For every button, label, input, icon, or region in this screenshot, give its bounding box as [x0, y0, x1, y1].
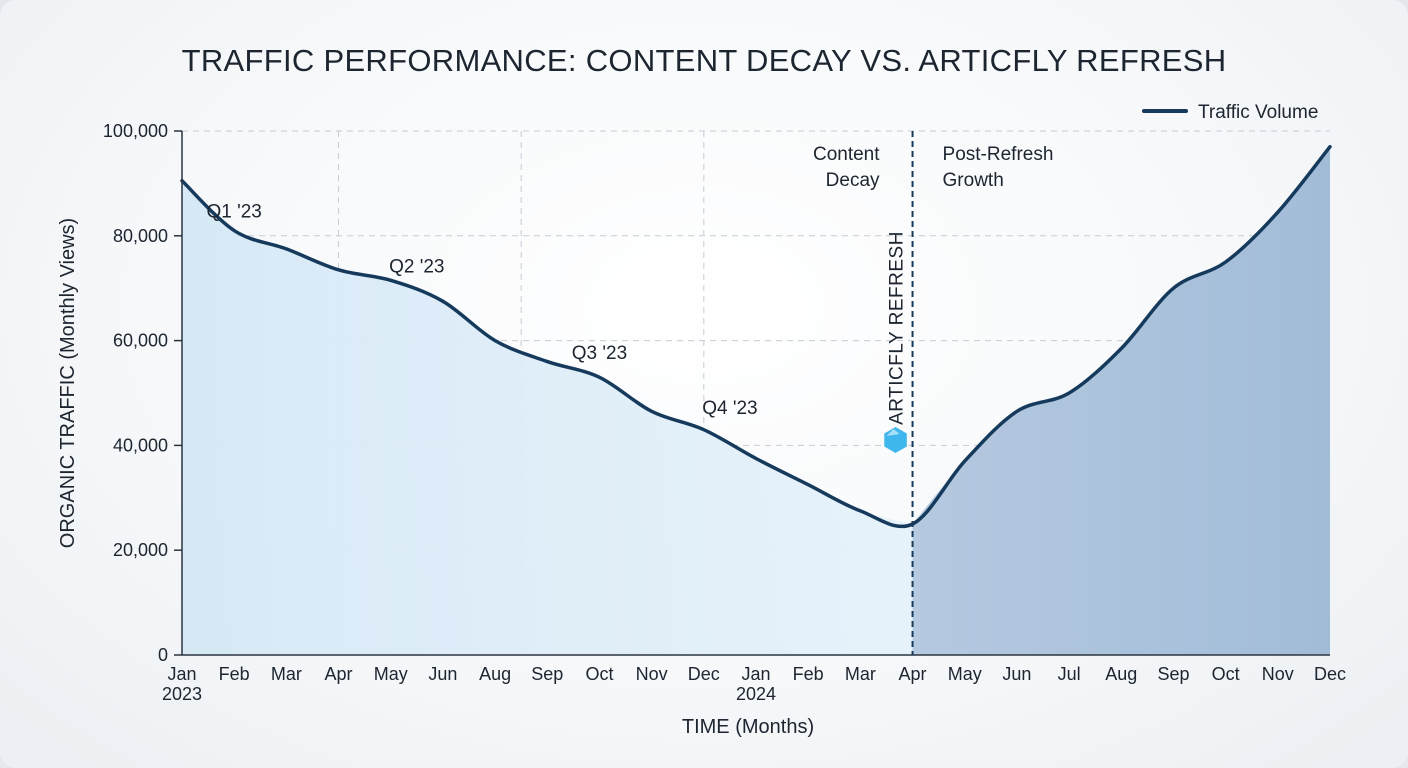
x-year-label: 2023 [162, 684, 202, 704]
x-tick-label: Sep [531, 664, 563, 684]
y-tick-label: 0 [158, 645, 168, 665]
x-tick-label: Feb [219, 664, 250, 684]
growth-region-label: Post-Refresh [943, 144, 1054, 165]
axes [174, 130, 1330, 656]
chart-title: TRAFFIC PERFORMANCE: CONTENT DECAY VS. A… [182, 43, 1227, 78]
x-tick-label: Feb [793, 664, 824, 684]
quarter-annotation: Q1 '23 [206, 201, 261, 222]
hexagon-icon-highlight [886, 429, 900, 436]
quarter-annotation: Q4 '23 [702, 398, 757, 419]
quarter-annotation: Q2 '23 [389, 256, 444, 277]
x-tick-label: Sep [1157, 664, 1189, 684]
x-tick-label: Jun [428, 664, 457, 684]
annotations: Q1 '23 Q2 '23 Q3 '23 Q4 '23 ARTICFLY REFRESH… [206, 131, 1053, 655]
area-fills [182, 146, 1330, 655]
series-lines [180, 144, 1332, 529]
x-tick-label: Oct [1212, 664, 1240, 684]
growth-area [912, 146, 1330, 655]
x-tick-label: Aug [1105, 664, 1137, 684]
x-tick-label: Aug [479, 664, 511, 684]
y-tick-label: 100,000 [103, 121, 168, 141]
x-tick-label: Nov [636, 664, 668, 684]
x-tick-label: Nov [1262, 664, 1294, 684]
x-tick-label: Dec [1314, 664, 1346, 684]
x-tick-label: May [374, 664, 408, 684]
x-tick-label: Apr [325, 664, 353, 684]
growth-region-label: Growth [943, 170, 1004, 191]
x-tick-label: Mar [845, 664, 876, 684]
legend-label: Traffic Volume [1198, 102, 1318, 123]
tick-labels: 0 20,000 40,000 60,000 80,000 100,000 Jan Feb Ma… [103, 121, 1346, 704]
y-axis-title: ORGANIC TRAFFIC (Monthly Views) [57, 218, 79, 548]
y-tick-label: 40,000 [113, 435, 168, 455]
x-tick-label: Jan [741, 664, 770, 684]
x-tick-label: Jul [1058, 664, 1081, 684]
y-tick-label: 60,000 [113, 331, 168, 351]
decay-area [182, 180, 913, 655]
x-tick-label: Dec [688, 664, 720, 684]
x-tick-label: May [948, 664, 982, 684]
decay-region-label: Content [813, 144, 880, 165]
x-tick-label: Apr [899, 664, 927, 684]
decay-region-label: Decay [826, 170, 880, 191]
x-tick-label: Jun [1002, 664, 1031, 684]
quarter-annotation: Q3 '23 [572, 343, 627, 364]
x-tick-label: Jan [167, 664, 196, 684]
y-tick-label: 20,000 [113, 540, 168, 560]
legend: Traffic Volume [1142, 102, 1318, 123]
x-tick-label: Mar [271, 664, 302, 684]
y-tick-label: 80,000 [113, 226, 168, 246]
traffic-volume-line [180, 144, 1332, 529]
x-year-label: 2024 [736, 684, 776, 704]
x-tick-label: Oct [585, 664, 613, 684]
refresh-marker-label: ARTICFLY REFRESH [887, 231, 908, 425]
x-axis-title: TIME (Months) [682, 716, 814, 738]
